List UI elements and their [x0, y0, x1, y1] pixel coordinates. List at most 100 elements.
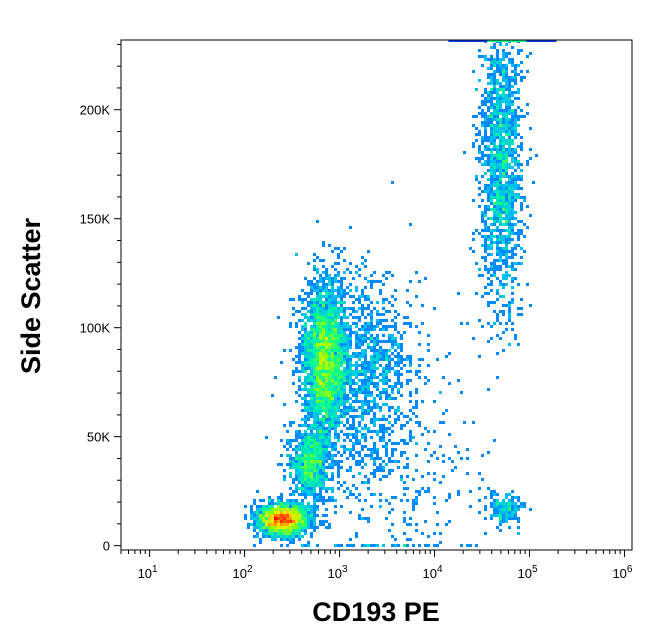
density-dot	[499, 166, 502, 169]
density-dot	[298, 502, 301, 505]
density-dot	[310, 310, 313, 313]
density-dot	[283, 349, 286, 352]
density-dot	[346, 286, 349, 289]
density-dot	[337, 337, 340, 340]
density-dot	[334, 280, 337, 283]
density-dot	[268, 505, 271, 508]
density-dot	[529, 52, 532, 55]
density-dot	[262, 505, 265, 508]
density-dot	[490, 76, 493, 79]
density-dot	[343, 451, 346, 454]
density-dot	[376, 454, 379, 457]
density-dot	[316, 352, 319, 355]
density-dot	[313, 457, 316, 460]
density-dot	[376, 343, 379, 346]
density-dot	[388, 325, 391, 328]
density-dot	[511, 148, 514, 151]
density-dot	[520, 61, 523, 64]
density-dot	[313, 364, 316, 367]
density-dot	[307, 346, 310, 349]
density-dot	[514, 175, 517, 178]
density-dot	[505, 241, 508, 244]
density-dot	[304, 328, 307, 331]
density-dot	[340, 334, 343, 337]
density-dot	[412, 436, 415, 439]
density-dot	[493, 64, 496, 67]
density-dot	[301, 478, 304, 481]
density-dot	[325, 409, 328, 412]
density-dot	[316, 337, 319, 340]
density-dot	[391, 397, 394, 400]
density-dot	[349, 355, 352, 358]
density-dot	[412, 505, 415, 508]
density-dot	[343, 301, 346, 304]
density-dot	[403, 493, 406, 496]
density-dot	[334, 448, 337, 451]
density-dot	[346, 412, 349, 415]
density-dot	[343, 259, 346, 262]
density-dot	[313, 316, 316, 319]
density-dot	[373, 400, 376, 403]
density-dot	[376, 301, 379, 304]
density-dot	[346, 418, 349, 421]
density-dot	[322, 295, 325, 298]
density-dot	[502, 85, 505, 88]
density-dot	[367, 520, 370, 523]
density-dot	[493, 211, 496, 214]
density-dot	[499, 295, 502, 298]
density-dot	[349, 283, 352, 286]
density-dot	[355, 487, 358, 490]
density-dot	[340, 544, 343, 547]
density-dot	[355, 427, 358, 430]
density-dot	[343, 313, 346, 316]
density-dot	[277, 499, 280, 502]
density-dot	[319, 388, 322, 391]
density-dot	[397, 373, 400, 376]
density-dot	[508, 151, 511, 154]
density-dot	[322, 415, 325, 418]
density-dot	[352, 364, 355, 367]
density-dot	[493, 514, 496, 517]
density-dot	[391, 391, 394, 394]
density-dot	[328, 313, 331, 316]
density-dot	[346, 370, 349, 373]
density-dot	[370, 406, 373, 409]
density-dot	[487, 238, 490, 241]
density-dot	[496, 199, 499, 202]
density-dot	[499, 73, 502, 76]
density-dot	[328, 412, 331, 415]
saturated-events-mark	[541, 40, 545, 42]
density-dot	[310, 391, 313, 394]
density-dot	[493, 79, 496, 82]
density-dot	[295, 532, 298, 535]
density-dot	[493, 172, 496, 175]
density-dot	[343, 379, 346, 382]
density-dot	[325, 394, 328, 397]
density-dot	[322, 358, 325, 361]
density-dot	[289, 520, 292, 523]
density-dot	[340, 343, 343, 346]
density-dot	[403, 451, 406, 454]
density-dot	[508, 229, 511, 232]
density-dot	[334, 295, 337, 298]
density-dot	[313, 412, 316, 415]
density-dot	[370, 274, 373, 277]
density-dot	[307, 523, 310, 526]
density-dot	[307, 472, 310, 475]
density-dot	[313, 361, 316, 364]
density-dot	[406, 379, 409, 382]
density-dot	[349, 346, 352, 349]
density-dot	[505, 166, 508, 169]
density-dot	[328, 361, 331, 364]
density-dot	[490, 142, 493, 145]
density-dot	[394, 310, 397, 313]
density-dot	[298, 433, 301, 436]
density-dot	[475, 157, 478, 160]
density-dot	[517, 220, 520, 223]
density-dot	[499, 163, 502, 166]
density-dot	[340, 328, 343, 331]
density-dot	[307, 358, 310, 361]
density-dot	[274, 529, 277, 532]
density-dot	[493, 115, 496, 118]
density-dot	[313, 370, 316, 373]
